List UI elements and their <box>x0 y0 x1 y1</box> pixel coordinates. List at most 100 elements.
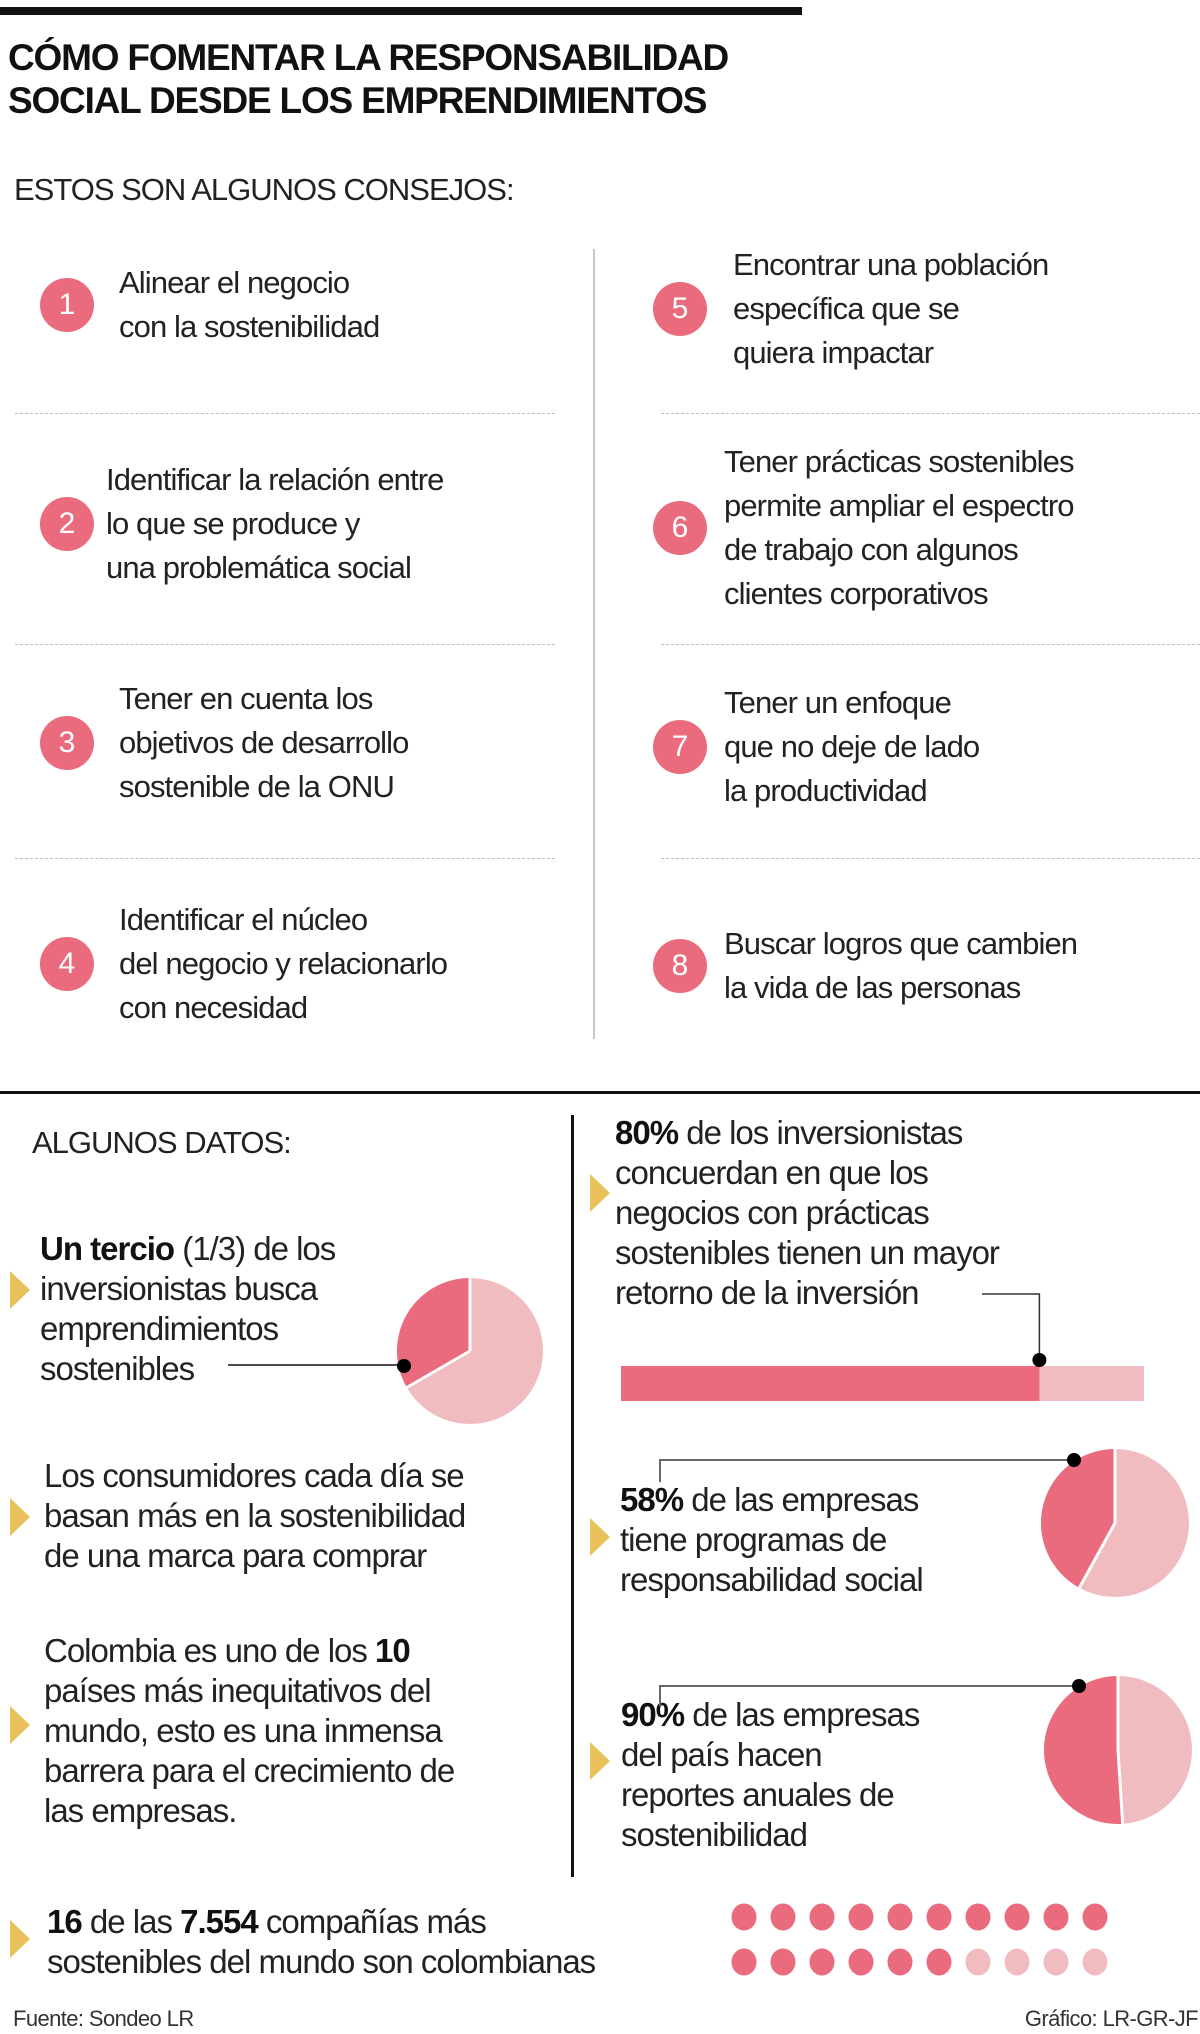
leader-dot <box>1067 1453 1081 1467</box>
pie-reportes-slice <box>1044 1676 1123 1824</box>
arrow-marker-icon <box>590 1174 610 1212</box>
tip-line: lo que se produce y <box>106 506 360 541</box>
company-dot <box>809 1903 835 1931</box>
tip-line: sostenible de la ONU <box>119 769 395 804</box>
company-dot <box>926 1903 952 1931</box>
tips-divider <box>593 249 595 1039</box>
fact-colombia: Colombia es uno de los 10 países más ine… <box>44 1632 455 1829</box>
company-dot <box>770 1948 796 1976</box>
tip-6-text: Tener prácticas sostenibles permite ampli… <box>724 440 1075 616</box>
divider <box>661 858 1200 859</box>
fact-consumidores: Los consumidores cada día se basan más e… <box>44 1457 466 1574</box>
pie-reportes-gap <box>1116 1749 1125 1824</box>
tip-2-text: Identificar la relación entre lo que se p… <box>106 458 444 590</box>
tip-line: Tener en cuenta los <box>119 681 373 716</box>
arrow-marker-icon <box>10 1498 30 1536</box>
fact-reportes: 90% de las empresas del país hacen repor… <box>621 1696 920 1853</box>
leader-line <box>659 1459 1074 1482</box>
pie-tercio-gap <box>406 1349 471 1389</box>
fact-inversionistas: 80% de los inversionistas concuerdan en … <box>615 1114 1000 1311</box>
top-rule <box>0 7 802 15</box>
page-title-line-2: SOCIAL DESDE LOS EMPRENDIMIENTOS <box>8 80 707 121</box>
company-dot <box>731 1948 757 1976</box>
tip-line: objetivos de desarrollo <box>119 725 409 760</box>
divider <box>15 413 555 414</box>
tip-number-badge: 1 <box>40 278 94 332</box>
company-dot <box>1043 1903 1069 1931</box>
divider <box>15 644 555 645</box>
tip-7-text: Tener un enfoque que no deje de lado la pr… <box>724 681 980 813</box>
tip-line: específica que se <box>733 291 960 326</box>
tip-number-badge: 6 <box>653 501 707 555</box>
divider <box>15 858 555 859</box>
divider <box>661 413 1200 414</box>
company-dot <box>848 1948 874 1976</box>
facts-divider <box>571 1115 574 1877</box>
tip-number-badge: 2 <box>40 497 94 551</box>
tip-line: clientes corporativos <box>724 576 989 611</box>
tip-number-badge: 3 <box>40 716 94 770</box>
tip-line: Tener un enfoque <box>724 685 952 720</box>
tip-line: con la sostenibilidad <box>119 309 380 344</box>
arrow-marker-icon <box>590 1518 610 1556</box>
fact-tercio: Un tercio (1/3) de los inversionistas bu… <box>40 1230 336 1387</box>
company-dot <box>1004 1948 1030 1976</box>
fact-companias: 16 de las 7.554 compañías más sostenible… <box>47 1903 596 1980</box>
company-dot <box>848 1903 874 1931</box>
company-dot <box>1004 1903 1030 1931</box>
tip-1-text: Alinear el negocio con la sostenibilidad <box>119 261 380 349</box>
company-dot <box>965 1903 991 1931</box>
tip-line: quiera impactar <box>733 335 934 370</box>
tip-line: la productividad <box>724 773 928 808</box>
leader-line <box>982 1293 1041 1360</box>
divider <box>661 644 1200 645</box>
tip-line: permite ampliar el espectro <box>724 488 1074 523</box>
tip-5-text: Encontrar una población específica que se… <box>733 243 1049 375</box>
tip-line: una problemática social <box>106 550 412 585</box>
fact-programas: 58% de las empresas tiene programas de r… <box>620 1481 924 1598</box>
arrow-marker-icon <box>10 1706 30 1744</box>
progress-bar-fill <box>621 1366 1040 1401</box>
company-dot <box>965 1948 991 1976</box>
footer-credit: Gráfico: LR-GR-JF <box>1024 2006 1199 2031</box>
company-dot <box>887 1948 913 1976</box>
tip-line: Tener prácticas sostenibles <box>724 444 1075 479</box>
tip-line: Alinear el negocio <box>119 265 350 300</box>
leader-dot <box>1072 1679 1086 1693</box>
company-dot <box>1082 1948 1108 1976</box>
tips-heading: ESTOS SON ALGUNOS CONSEJOS: <box>14 172 515 207</box>
facts-heading: ALGUNOS DATOS: <box>32 1125 292 1160</box>
tip-line: de trabajo con algunos <box>724 532 1019 567</box>
footer-source: Fuente: Sondeo LR <box>13 2006 194 2031</box>
tip-line: Buscar logros que cambien <box>724 926 1078 961</box>
tip-number-badge: 7 <box>653 720 707 774</box>
page-title-line-1: CÓMO FOMENTAR LA RESPONSABILIDAD <box>8 37 729 78</box>
company-dot <box>770 1903 796 1931</box>
arrow-marker-icon <box>10 1271 30 1309</box>
company-dot <box>731 1903 757 1931</box>
company-dot <box>1082 1903 1108 1931</box>
leader-dot <box>1032 1353 1047 1367</box>
tip-4-text: Identificar el núcleo del negocio y relac… <box>119 898 448 1030</box>
tip-number-badge: 4 <box>40 937 94 991</box>
leader-line <box>659 1685 1079 1706</box>
arrow-marker-icon <box>10 1920 30 1958</box>
pie-programas-gap <box>1078 1522 1117 1589</box>
arrow-marker-icon <box>590 1742 610 1780</box>
leader-dot <box>397 1359 411 1373</box>
section-rule <box>0 1091 1200 1094</box>
tip-line: del negocio y relacionarlo <box>119 946 448 981</box>
tip-line: Encontrar una población <box>733 247 1049 282</box>
company-dot <box>1043 1948 1069 1976</box>
tip-line: Identificar el núcleo <box>119 902 368 937</box>
company-dot <box>887 1903 913 1931</box>
tip-8-text: Buscar logros que cambien la vida de las … <box>724 922 1078 1010</box>
company-dot <box>809 1948 835 1976</box>
tip-line: que no deje de lado <box>724 729 980 764</box>
company-dot <box>926 1948 952 1976</box>
tip-number-badge: 5 <box>653 282 707 336</box>
pie-programas-slice <box>1040 1449 1115 1588</box>
tip-number-badge: 8 <box>653 939 707 993</box>
tip-line: la vida de las personas <box>724 970 1021 1005</box>
